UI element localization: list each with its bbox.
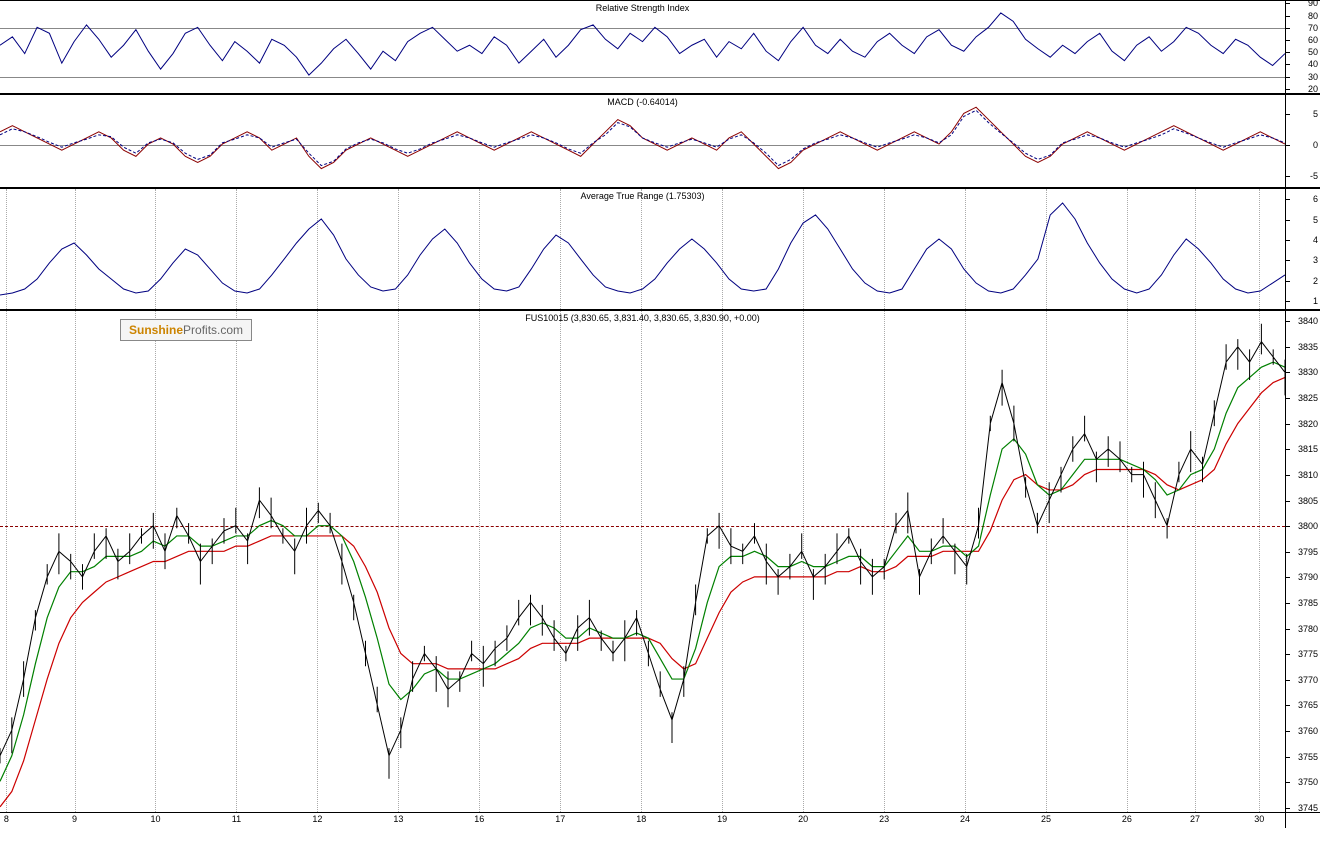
price-yaxis: 3745375037553760376537703775378037853790… [1285, 311, 1320, 813]
watermark: SunshineProfits.com [120, 319, 252, 341]
macd-yaxis: -505 [1285, 95, 1320, 187]
atr-yaxis: 123456 [1285, 189, 1320, 309]
rsi-yaxis: 2030405060708090 [1285, 1, 1320, 93]
price-panel: FUS10015 (3,830.65, 3,831.40, 3,830.65, … [0, 310, 1320, 828]
x-axis: 89101112131617181920232425262730 [0, 812, 1285, 828]
rsi-panel: Relative Strength Index2030405060708090 [0, 0, 1320, 94]
macd-panel: MACD (-0.64014)-505 [0, 94, 1320, 188]
atr-panel: Average True Range (1.75303)123456 [0, 188, 1320, 310]
